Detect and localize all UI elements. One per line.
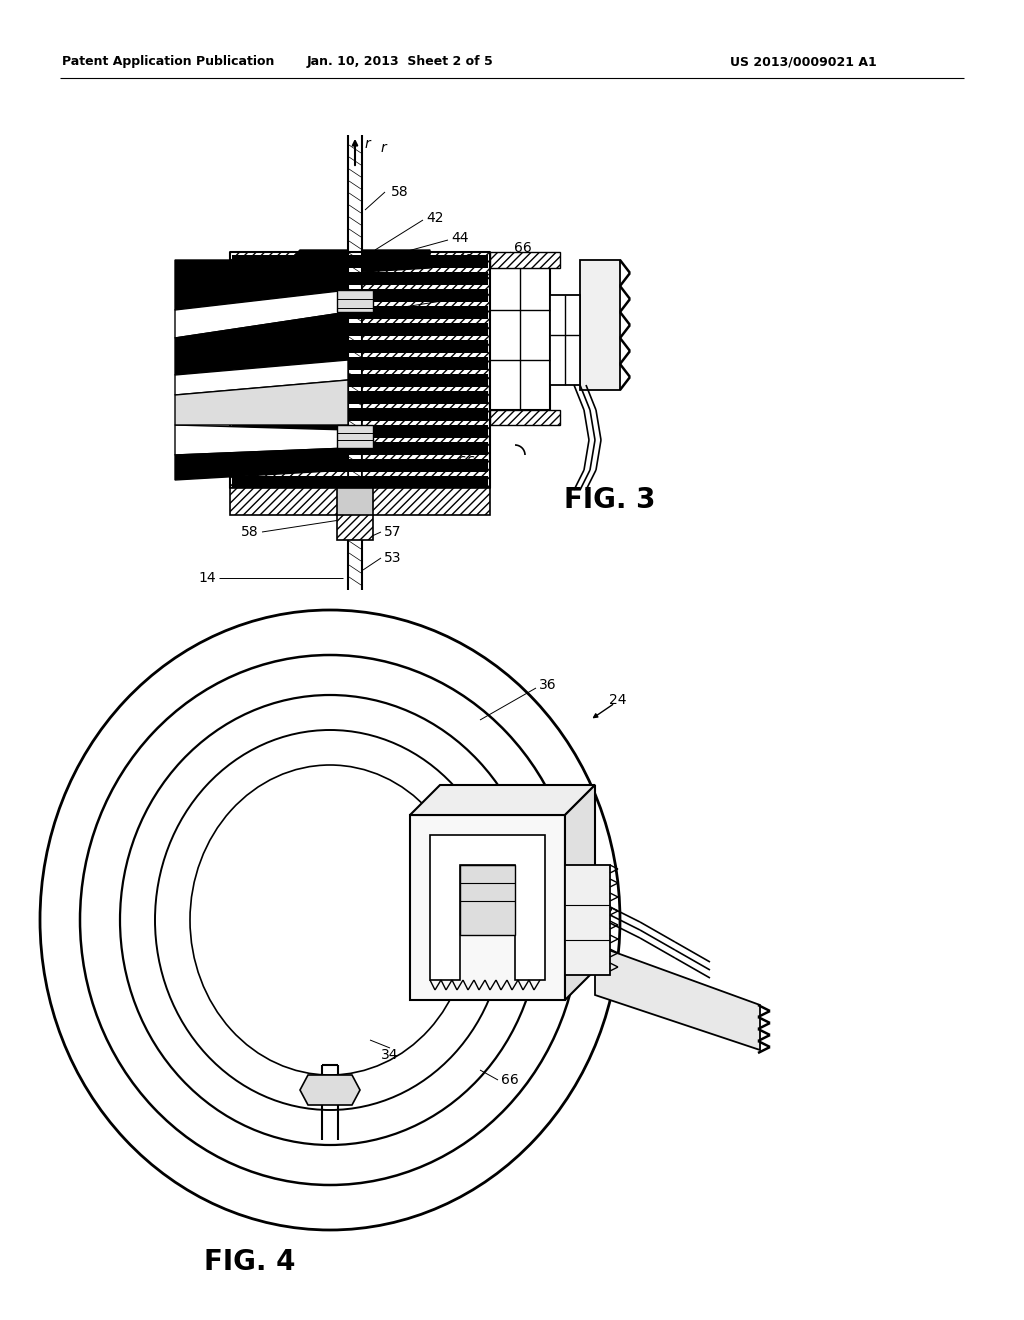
Polygon shape: [232, 272, 488, 285]
Text: 66: 66: [501, 1073, 519, 1086]
Text: r: r: [380, 141, 386, 154]
Text: 52: 52: [464, 288, 481, 302]
Text: 66: 66: [458, 455, 476, 469]
Text: 38: 38: [206, 288, 224, 302]
Text: 34: 34: [381, 1048, 398, 1063]
Polygon shape: [410, 814, 565, 1001]
Polygon shape: [175, 447, 348, 480]
Text: 24: 24: [609, 693, 627, 708]
Polygon shape: [430, 836, 545, 979]
Polygon shape: [175, 360, 348, 395]
Polygon shape: [280, 249, 348, 275]
Text: 60: 60: [191, 263, 209, 277]
Text: 34: 34: [461, 271, 479, 285]
Text: Patent Application Publication: Patent Application Publication: [62, 55, 274, 69]
Text: 48: 48: [174, 366, 191, 379]
Text: 12: 12: [199, 399, 216, 412]
Polygon shape: [550, 294, 580, 385]
Text: 14: 14: [199, 572, 216, 585]
Polygon shape: [580, 260, 620, 389]
Polygon shape: [175, 380, 348, 425]
Polygon shape: [565, 865, 610, 975]
Text: 36: 36: [540, 678, 557, 692]
Text: US 2013/0009021 A1: US 2013/0009021 A1: [730, 55, 877, 69]
Polygon shape: [175, 425, 348, 455]
Polygon shape: [337, 425, 373, 447]
Polygon shape: [175, 312, 348, 375]
Text: r: r: [365, 137, 370, 150]
Text: 60: 60: [199, 461, 216, 475]
Polygon shape: [300, 1074, 360, 1105]
Polygon shape: [232, 323, 488, 337]
Polygon shape: [232, 255, 488, 268]
Polygon shape: [410, 785, 595, 814]
Polygon shape: [337, 290, 373, 312]
Polygon shape: [230, 488, 490, 540]
Polygon shape: [232, 408, 488, 421]
Polygon shape: [232, 356, 488, 370]
Text: 44: 44: [452, 231, 469, 246]
Polygon shape: [230, 252, 348, 488]
Text: 62: 62: [464, 480, 482, 495]
Polygon shape: [175, 260, 348, 310]
Text: 40: 40: [457, 253, 474, 267]
Text: 58: 58: [242, 525, 259, 539]
Text: FIG. 3: FIG. 3: [564, 486, 655, 513]
Polygon shape: [460, 865, 515, 935]
Polygon shape: [232, 289, 488, 302]
Text: Jan. 10, 2013  Sheet 2 of 5: Jan. 10, 2013 Sheet 2 of 5: [306, 55, 494, 69]
Text: 57: 57: [384, 525, 401, 539]
Polygon shape: [490, 252, 560, 268]
Text: 42: 42: [426, 211, 443, 224]
Text: 62: 62: [596, 906, 613, 919]
Text: 58: 58: [391, 185, 409, 199]
Polygon shape: [175, 290, 348, 338]
Polygon shape: [232, 477, 488, 488]
Text: 20: 20: [641, 981, 658, 995]
Text: 66: 66: [514, 242, 531, 255]
Polygon shape: [490, 411, 560, 425]
Polygon shape: [232, 459, 488, 473]
Polygon shape: [232, 306, 488, 319]
Polygon shape: [232, 391, 488, 404]
Text: 50: 50: [206, 312, 224, 325]
Polygon shape: [232, 425, 488, 438]
Text: FIG. 4: FIG. 4: [204, 1247, 296, 1276]
Polygon shape: [490, 268, 550, 411]
Polygon shape: [232, 341, 488, 352]
Polygon shape: [232, 374, 488, 387]
Polygon shape: [232, 442, 488, 455]
Polygon shape: [595, 945, 760, 1049]
Polygon shape: [362, 249, 430, 272]
Polygon shape: [565, 785, 595, 1001]
Polygon shape: [337, 488, 373, 515]
Polygon shape: [362, 252, 490, 488]
Text: 53: 53: [384, 550, 401, 565]
